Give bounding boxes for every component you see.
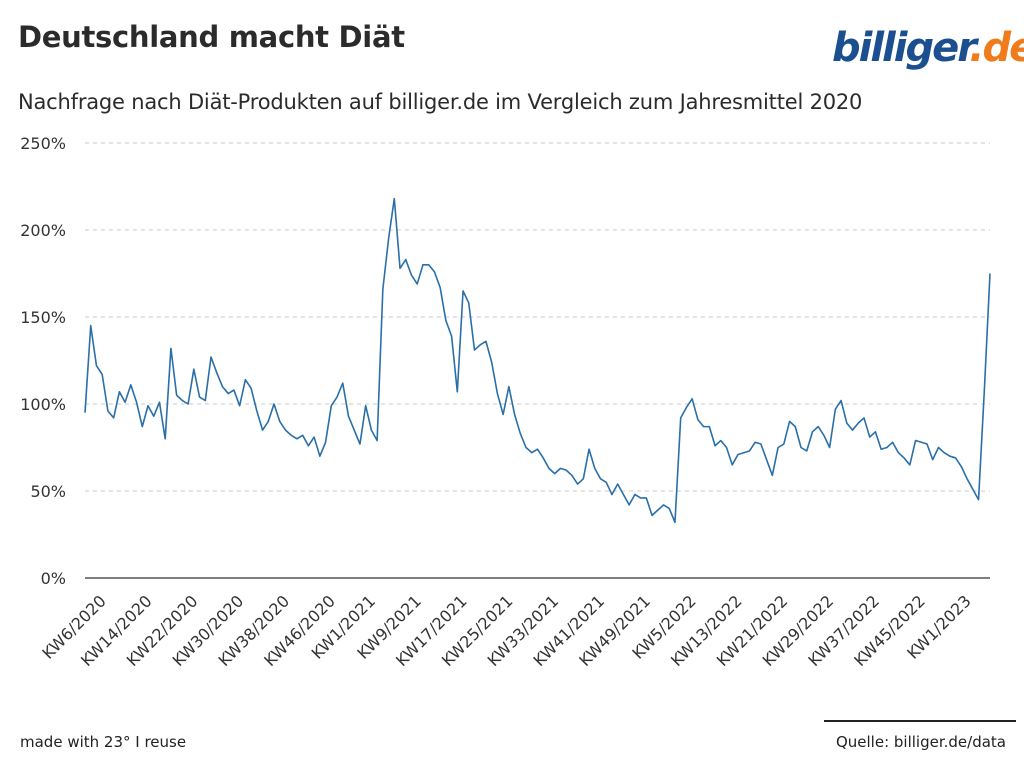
- grid-lines: [85, 142, 990, 492]
- line-chart: 0% 50% 100% 150% 200% 250% KW6/2020KW14/2020K…: [20, 134, 991, 670]
- source-label: Quelle: billiger.de/data: [835, 733, 1006, 751]
- y-tick-label: 200%: [20, 221, 66, 240]
- y-axis-ticks: 0% 50% 100% 150% 200% 250%: [20, 134, 66, 588]
- x-axis-ticks: KW6/2020KW14/2020KW22/2020KW30/2020KW38/…: [38, 591, 974, 670]
- series-line: [84, 197, 991, 524]
- y-tick-label: 50%: [30, 482, 66, 501]
- billiger-logo: billiger.de: [832, 28, 1024, 68]
- logo-part-1: billiger: [832, 25, 971, 71]
- y-tick-label: 250%: [20, 134, 66, 153]
- chart-subtitle: Nachfrage nach Diät-Produkten auf billig…: [18, 90, 863, 114]
- y-tick-label: 0%: [41, 569, 66, 588]
- y-tick-label: 100%: [20, 395, 66, 414]
- footer-divider: [824, 720, 1016, 722]
- logo-part-2: .de: [969, 25, 1024, 71]
- y-tick-label: 150%: [20, 308, 66, 327]
- chart-title: Deutschland macht Diät: [18, 20, 405, 54]
- made-with-label: made with 23° I reuse: [20, 733, 187, 751]
